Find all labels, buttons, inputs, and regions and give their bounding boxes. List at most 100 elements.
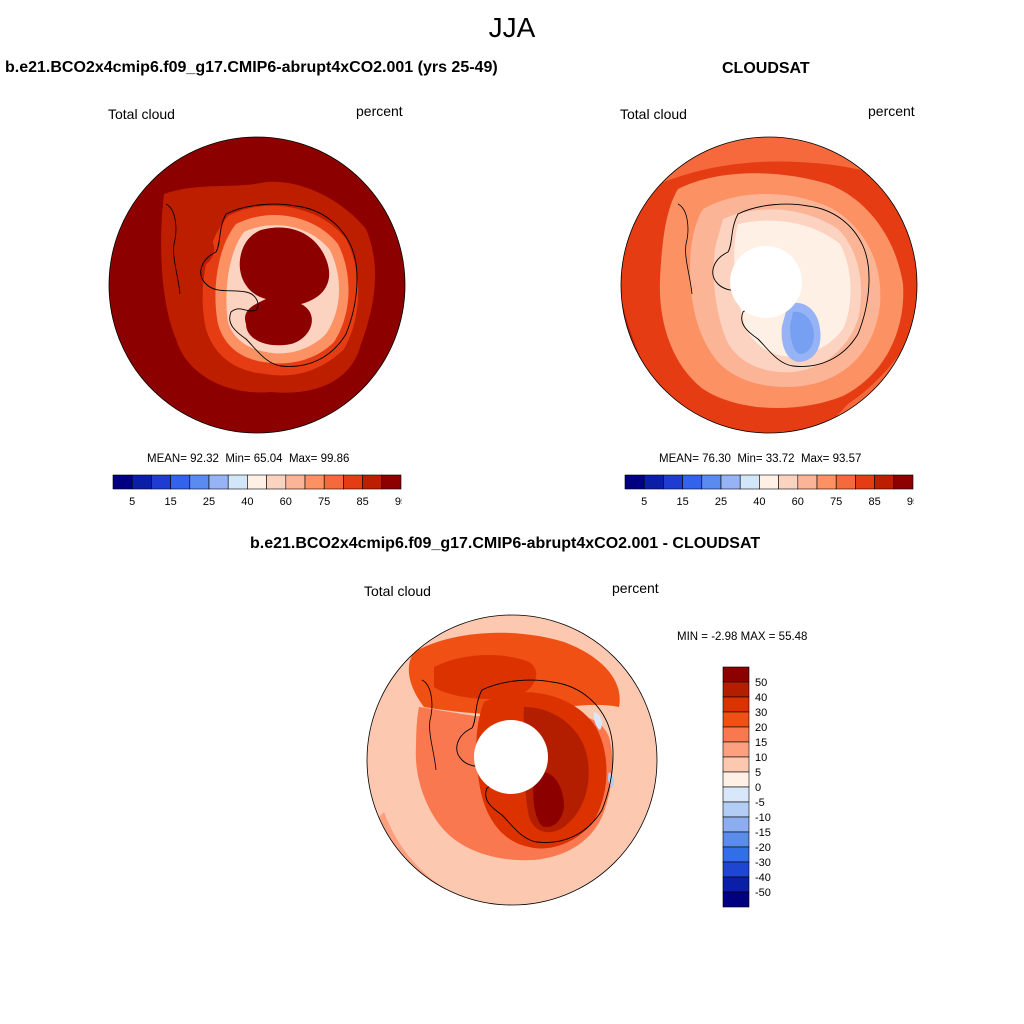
- colorbar-box: [362, 474, 383, 490]
- colorbar-label: -10: [755, 812, 771, 824]
- colorbar-box: [722, 816, 750, 833]
- colorbar-box: [663, 474, 683, 490]
- colorbar-label: -40: [755, 872, 771, 884]
- colorbar-box: [722, 711, 750, 728]
- max-label: Max=: [288, 453, 318, 465]
- panel-1-title: b.e21.BCO2x4cmip6.f09_g17.CMIP6-abrupt4x…: [5, 59, 498, 76]
- colorbar-box: [722, 876, 750, 893]
- colorbar-label: 60: [792, 496, 804, 508]
- colorbar-box: [720, 474, 741, 490]
- panel-3-stats: MIN = -2.98 MAX = 55.48: [677, 631, 807, 643]
- colorbar-label: 75: [318, 496, 330, 508]
- colorbar-box: [759, 474, 779, 490]
- min-value: 65.04: [253, 453, 283, 465]
- map-model-total-cloud: [108, 136, 406, 434]
- colorbar-box: [701, 474, 722, 490]
- colorbar-box: [797, 474, 818, 490]
- colorbar-label: 40: [755, 692, 767, 704]
- colorbar-label: -30: [755, 857, 771, 869]
- colorbar-label: 15: [164, 496, 176, 508]
- panel-3-variable-label: Total cloud: [364, 583, 431, 599]
- panel-3-units-label: percent: [612, 580, 659, 596]
- colorbar-label: 25: [715, 496, 727, 508]
- colorbar-box: [722, 741, 750, 758]
- colorbar-box: [874, 474, 895, 490]
- panel-2-units-label: percent: [868, 103, 915, 119]
- colorbar-box: [722, 756, 750, 773]
- min-label: Min=: [225, 453, 251, 465]
- colorbar-label: 95: [907, 496, 914, 508]
- colorbar-box: [131, 474, 152, 490]
- colorbar-box: [722, 666, 750, 683]
- colorbar-box: [624, 474, 645, 490]
- colorbar-box: [722, 891, 750, 908]
- colorbar-box: [722, 771, 750, 788]
- panel-1-units-label: percent: [356, 103, 403, 119]
- colorbar-cloudsat: 5 15 25 40 60 75 85 95: [624, 474, 914, 508]
- min-label: MIN =: [677, 631, 708, 643]
- colorbar-label: 60: [280, 496, 292, 508]
- colorbar-box: [855, 474, 875, 490]
- colorbar-box: [643, 474, 664, 490]
- mean-value: 76.30: [702, 453, 731, 465]
- colorbar-box: [189, 474, 210, 490]
- colorbar-box: [151, 474, 171, 490]
- colorbar-box: [266, 474, 287, 490]
- colorbar-box: [835, 474, 856, 490]
- colorbar-box: [304, 474, 325, 490]
- colorbar-box: [722, 846, 750, 863]
- colorbar-box: [381, 474, 402, 490]
- colorbar-label: 5: [755, 767, 761, 779]
- colorbar-box: [285, 474, 306, 490]
- figure-title: JJA: [488, 12, 536, 43]
- colorbar-label: 95: [395, 496, 402, 508]
- colorbar-label: 40: [753, 496, 765, 508]
- min-label: Min=: [737, 453, 763, 465]
- colorbar-box: [722, 831, 750, 848]
- colorbar-label: 15: [755, 737, 767, 749]
- colorbar-box: [722, 861, 750, 878]
- panel-2-title: CLOUDSAT: [722, 60, 810, 77]
- colorbar-label: 85: [356, 496, 368, 508]
- mean-label: MEAN=: [659, 453, 699, 465]
- colorbar-box: [170, 474, 191, 490]
- colorbar-label: -15: [755, 827, 771, 839]
- map-difference-total-cloud: [366, 614, 658, 906]
- colorbar-box: [739, 474, 760, 490]
- colorbar-model: 5 15 25 40 60 75 85 95: [112, 474, 402, 508]
- colorbar-label: 50: [755, 677, 767, 689]
- colorbar-box: [323, 474, 344, 490]
- colorbar-label: 30: [755, 707, 767, 719]
- colorbar-box: [227, 474, 248, 490]
- colorbar-box: [816, 474, 837, 490]
- mean-value: 92.32: [190, 453, 219, 465]
- colorbar-box: [247, 474, 267, 490]
- max-label: Max=: [800, 453, 830, 465]
- colorbar-label: 25: [203, 496, 215, 508]
- colorbar-box: [722, 681, 750, 698]
- colorbar-box: [722, 786, 750, 803]
- colorbar-box: [893, 474, 914, 490]
- panel-1-variable-label: Total cloud: [108, 106, 175, 122]
- colorbar-box: [722, 696, 750, 713]
- colorbar-label: 40: [241, 496, 253, 508]
- max-label: MAX =: [740, 631, 776, 643]
- colorbar-label: -5: [755, 797, 765, 809]
- min-value: -2.98: [711, 631, 738, 643]
- colorbar-label: -50: [755, 887, 771, 899]
- max-value: 99.86: [320, 453, 350, 465]
- colorbar-label: 5: [129, 496, 135, 508]
- panel-2-variable-label: Total cloud: [620, 106, 687, 122]
- min-value: 33.72: [765, 453, 795, 465]
- colorbar-box: [112, 474, 133, 490]
- colorbar-box: [343, 474, 363, 490]
- panel-1-stats: MEAN= 92.32 Min= 65.04 Max= 99.86: [147, 453, 349, 465]
- colorbar-box: [682, 474, 703, 490]
- colorbar-label: 20: [755, 722, 767, 734]
- max-value: 93.57: [832, 453, 862, 465]
- map-cloudsat-total-cloud: [620, 136, 918, 434]
- colorbar-label: -20: [755, 842, 771, 854]
- colorbar-box: [208, 474, 229, 490]
- panel-3-title: b.e21.BCO2x4cmip6.f09_g17.CMIP6-abrupt4x…: [250, 535, 761, 552]
